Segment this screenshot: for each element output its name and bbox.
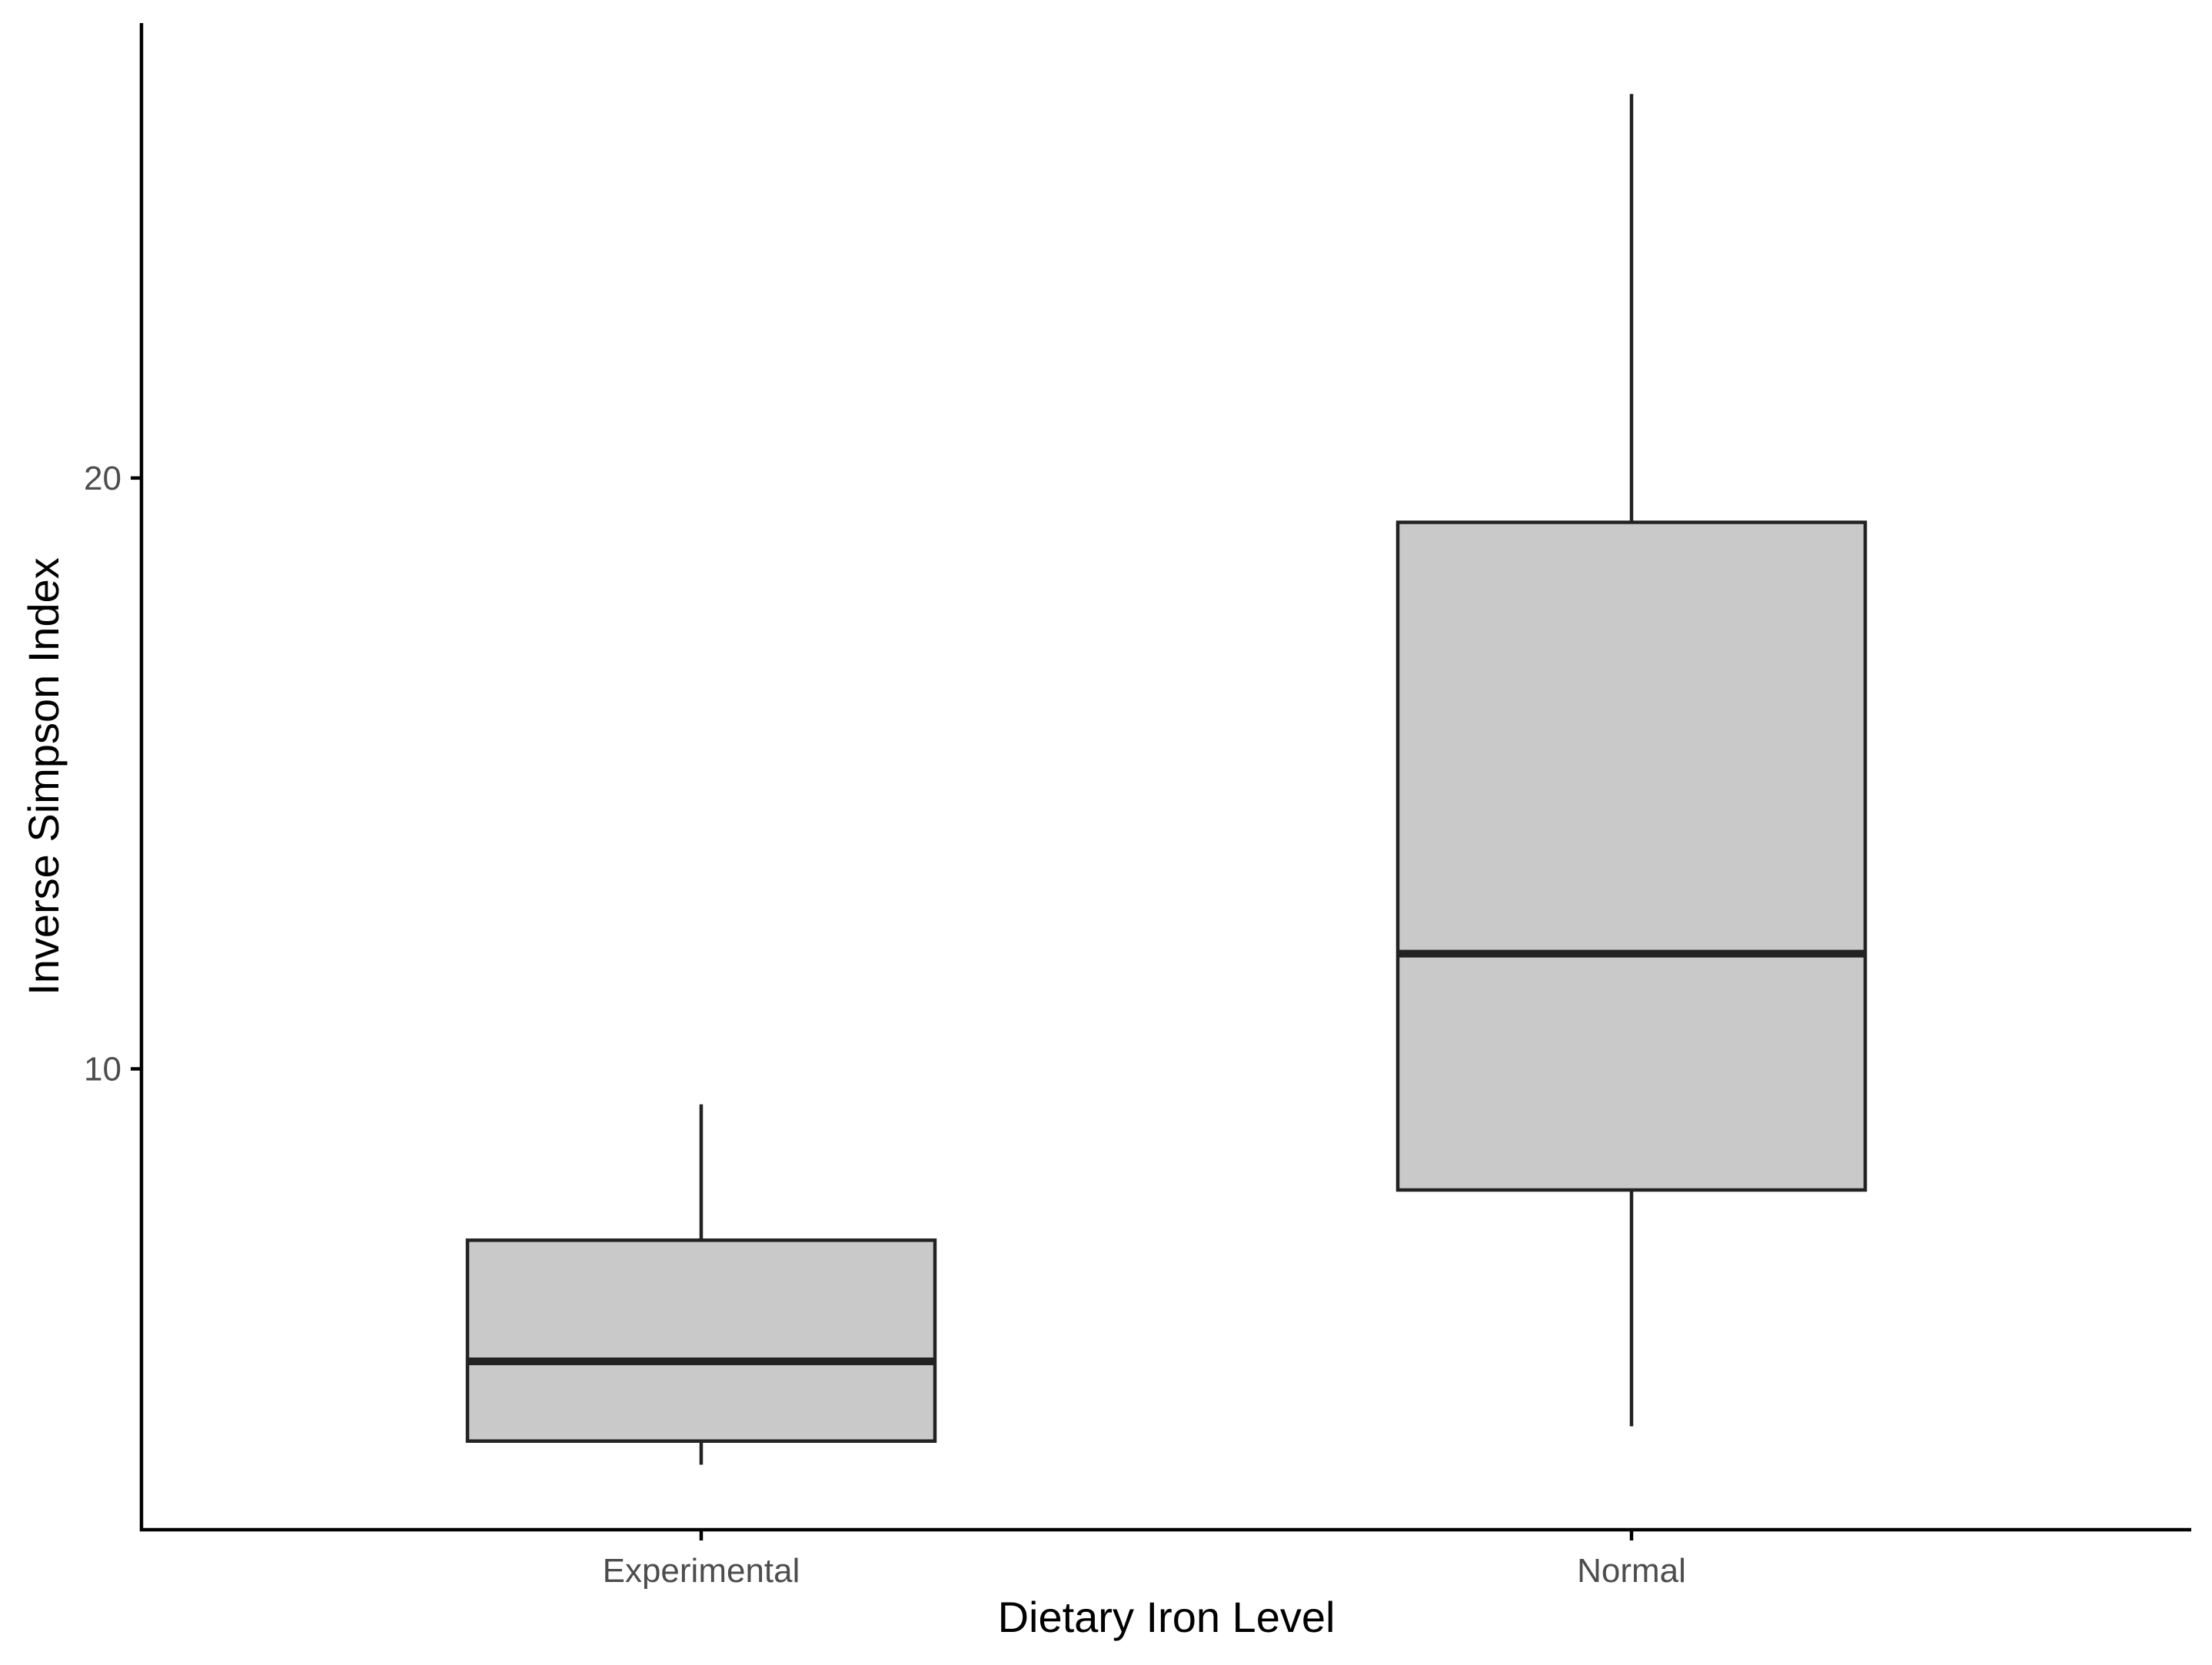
x-axis-title: Dietary Iron Level: [998, 1593, 1336, 1641]
ticks-layer: 10 20 Experimental Normal: [84, 460, 1686, 1590]
box-normal: [1395, 94, 1868, 1427]
box-experimental: [465, 1104, 937, 1465]
boxes-layer: [465, 94, 1868, 1465]
x-tick-label-experimental: Experimental: [603, 1552, 800, 1590]
y-tick-label-20: 20: [84, 460, 121, 497]
iqr-box-experimental: [465, 1238, 937, 1443]
iqr-box-normal: [1395, 520, 1868, 1192]
x-tick-label-normal: Normal: [1577, 1552, 1686, 1590]
axes-layer: [139, 23, 2191, 1532]
y-tick-label-10: 10: [84, 1050, 121, 1088]
y-axis-title: Inverse Simpson Index: [19, 557, 68, 995]
